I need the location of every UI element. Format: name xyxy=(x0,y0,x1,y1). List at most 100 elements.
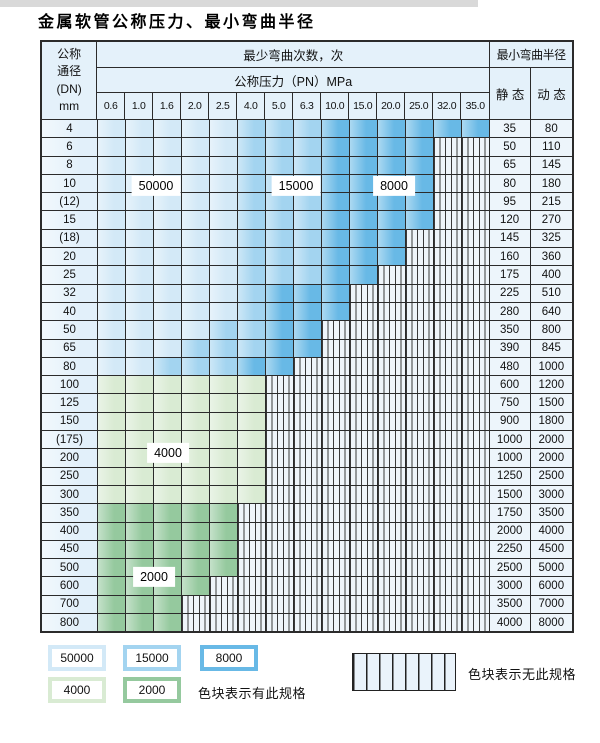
pressure-cell xyxy=(265,577,294,595)
pressure-cell xyxy=(125,485,154,504)
pressure-cell xyxy=(209,357,238,376)
pressure-cell xyxy=(209,485,238,504)
pressure-cell xyxy=(153,522,182,540)
static-cell: 225 xyxy=(489,284,531,302)
dn-cell: 65 xyxy=(42,339,98,357)
pressure-cell xyxy=(153,357,182,376)
pressure-cell xyxy=(461,193,490,211)
pressure-cell xyxy=(209,229,238,248)
pressure-cell xyxy=(209,321,238,339)
pressure-cell xyxy=(97,431,126,449)
pressure-cell xyxy=(377,394,406,412)
pressure-cell xyxy=(181,156,210,174)
pressure-cell xyxy=(209,120,238,138)
dn-cell: (175) xyxy=(42,431,98,449)
pressure-cell xyxy=(405,376,434,394)
dn-cell: 250 xyxy=(42,467,98,485)
pressure-cell xyxy=(461,284,490,302)
static-cell: 3000 xyxy=(489,577,531,595)
pressure-cell xyxy=(293,193,322,211)
pressure-cell xyxy=(153,376,182,394)
pressure-cell xyxy=(405,559,434,577)
pressure-cell xyxy=(349,156,378,174)
pressure-cell xyxy=(97,174,126,193)
table-row: 200 1000 2000 xyxy=(42,449,572,468)
pressure-cell xyxy=(97,321,126,339)
pressure-cell xyxy=(433,284,462,302)
pressure-cell xyxy=(237,376,266,394)
pressure-cell xyxy=(377,431,406,449)
pressure-cell xyxy=(153,412,182,431)
legend-no-spec-text: 色块表示无此规格 xyxy=(468,667,577,682)
dynamic-cell: 270 xyxy=(530,211,572,229)
pressure-cell xyxy=(377,614,406,632)
pressure-cell xyxy=(125,193,154,211)
table-body: 4 35 80 6 50 110 8 65 145 10 80 180 (12) 95 215 15 120 27… xyxy=(42,120,572,632)
pressure-cell xyxy=(321,339,350,357)
pressure-cell xyxy=(265,595,294,614)
pressure-cell xyxy=(377,449,406,467)
pressure-tick: 2.5 xyxy=(209,93,238,119)
pressure-cell xyxy=(125,431,154,449)
legend-swatch-label: 4000 xyxy=(52,681,102,699)
dn-cell: (18) xyxy=(42,229,98,248)
pressure-cell xyxy=(321,595,350,614)
pressure-tick: 1.6 xyxy=(153,93,182,119)
pressure-cell xyxy=(237,138,266,156)
table-row: (175) 1000 2000 xyxy=(42,431,572,450)
pressure-cell xyxy=(265,376,294,394)
pressure-cell xyxy=(237,614,266,632)
pressure-cell xyxy=(377,595,406,614)
dn-cell: 15 xyxy=(42,211,98,229)
pressure-cell xyxy=(181,248,210,266)
pressure-cell xyxy=(405,357,434,376)
pressure-cell xyxy=(293,138,322,156)
table-row: 6 50 110 xyxy=(42,138,572,157)
pressure-cell xyxy=(461,156,490,174)
pressure-cell xyxy=(265,156,294,174)
dn-cell: 25 xyxy=(42,266,98,284)
pressure-cell xyxy=(461,540,490,559)
pressure-cell xyxy=(293,120,322,138)
pressure-cell xyxy=(433,193,462,211)
pressure-cell xyxy=(265,614,294,632)
pressure-cell xyxy=(293,376,322,394)
table-row: 400 2000 4000 xyxy=(42,522,572,541)
dynamic-cell: 2500 xyxy=(530,467,572,485)
pressure-cell xyxy=(293,211,322,229)
pressure-cell xyxy=(405,504,434,522)
pressure-cell xyxy=(265,321,294,339)
pressure-cell xyxy=(181,120,210,138)
dynamic-cell: 1000 xyxy=(530,357,572,376)
pressure-cell xyxy=(209,174,238,193)
pressure-cell xyxy=(377,522,406,540)
pressure-cell xyxy=(153,540,182,559)
pressure-cell xyxy=(293,248,322,266)
pressure-cell xyxy=(321,504,350,522)
pressure-cell xyxy=(265,485,294,504)
static-cell: 3500 xyxy=(489,595,531,614)
static-cell: 80 xyxy=(489,174,531,193)
pressure-cell xyxy=(181,577,210,595)
pressure-cell xyxy=(293,266,322,284)
static-cell: 2250 xyxy=(489,540,531,559)
pressure-cell xyxy=(209,522,238,540)
pressure-cell xyxy=(125,138,154,156)
pressure-tick: 15.0 xyxy=(349,93,378,119)
pressure-cell xyxy=(405,412,434,431)
pressure-cell xyxy=(97,614,126,632)
pressure-cell xyxy=(209,138,238,156)
dn-cell: (12) xyxy=(42,193,98,211)
pressure-cell xyxy=(461,321,490,339)
pressure-cell xyxy=(181,138,210,156)
pressure-cell xyxy=(293,522,322,540)
dn-cell: 800 xyxy=(42,614,98,632)
static-cell: 350 xyxy=(489,321,531,339)
pressure-cell xyxy=(405,339,434,357)
static-cell: 4000 xyxy=(489,614,531,632)
pressure-cell xyxy=(405,156,434,174)
pressure-cell xyxy=(237,540,266,559)
pressure-cell xyxy=(349,376,378,394)
pressure-cell xyxy=(321,614,350,632)
table-row: 80 480 1000 xyxy=(42,357,572,377)
